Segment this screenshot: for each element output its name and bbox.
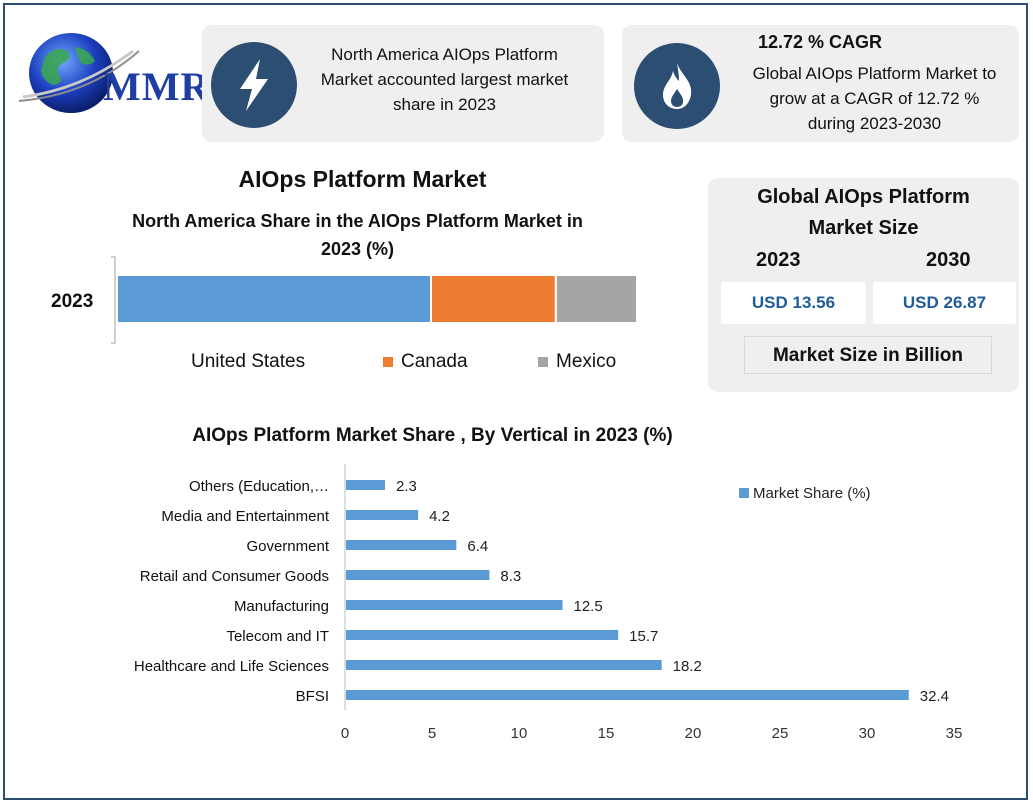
x-tick-label: 10 (511, 725, 528, 742)
cagr-heading: 12.72 % CAGR (758, 32, 883, 52)
legend-mexico: Mexico (538, 351, 616, 373)
stacked-chart-subtitle: North America Share in the AIOps Platfor… (132, 211, 583, 259)
category-label: Healthcare and Life Sciences (134, 658, 329, 675)
category-label: Government (246, 538, 329, 555)
x-tick-label: 5 (428, 725, 436, 742)
category-label: BFSI (296, 688, 329, 705)
flame-icon (634, 43, 720, 129)
legend-swatch-united-states (177, 357, 183, 367)
x-tick-label: 15 (598, 725, 615, 742)
market-share-bar (346, 690, 909, 700)
category-label: Media and Entertainment (161, 508, 329, 525)
north-america-card: North America AIOps Platform Market acco… (202, 25, 604, 142)
stacked-category-label: 2023 (51, 291, 93, 312)
lightning-icon (211, 42, 297, 128)
category-label: Retail and Consumer Goods (140, 568, 329, 585)
value-2030: USD 26.87 (873, 282, 1016, 324)
category-label: Others (Education,… (189, 478, 329, 495)
cagr-card: 12.72 % CAGR Global AIOps Platform Marke… (622, 25, 1019, 142)
stacked-axis-line (111, 256, 116, 344)
legend-swatch-canada (383, 357, 393, 367)
x-tick-label: 30 (859, 725, 876, 742)
north-america-card-text: North America AIOps Platform Market acco… (320, 45, 569, 114)
infographic-frame: MMR North America AIOps Platform Market … (3, 3, 1028, 800)
logo: MMR (15, 27, 215, 117)
market-share-bar (346, 540, 457, 550)
legend-market-share: Market Share (%) (753, 485, 871, 502)
market-share-bar (346, 600, 563, 610)
vertical-chart-title: AIOps Platform Market Share , By Vertica… (192, 425, 673, 446)
legend-united-states: United States (177, 351, 305, 373)
market-size-panel: Global AIOps Platform Market Size 2023 2… (708, 178, 1019, 392)
logo-text: MMR (103, 64, 211, 109)
chart-main-title: AIOps Platform Market (238, 166, 487, 192)
stacked-bar-chart: 2023 (51, 256, 638, 344)
data-label: 15.7 (629, 628, 658, 645)
x-tick-label: 35 (946, 725, 963, 742)
x-tick-label: 25 (772, 725, 789, 742)
market-share-bar (346, 630, 619, 640)
market-share-bar (346, 570, 490, 580)
category-label: Telecom and IT (226, 628, 329, 645)
value-2023: USD 13.56 (721, 282, 866, 324)
legend-swatch-market-share (739, 488, 749, 498)
legend-canada: Canada (383, 351, 468, 373)
data-label: 18.2 (673, 658, 702, 675)
market-share-bar (346, 660, 662, 670)
stacked-bar-united-states (116, 274, 433, 324)
x-tick-label: 0 (341, 725, 349, 742)
data-label: 12.5 (574, 598, 603, 615)
data-label: 8.3 (500, 568, 521, 585)
market-share-bar (346, 480, 386, 490)
year-2030-label: 2030 (926, 249, 971, 271)
data-label: 6.4 (467, 538, 488, 555)
category-label: Manufacturing (234, 598, 329, 615)
data-label: 4.2 (429, 508, 450, 525)
stacked-bar-mexico (554, 274, 638, 324)
vertical-bar-chart: Others (Education,… 2.3 Media and Entertai… (134, 464, 963, 742)
data-label: 32.4 (920, 688, 949, 705)
market-share-bar (346, 510, 419, 520)
data-label: 2.3 (396, 478, 417, 495)
market-size-unit-label: Market Size in Billion (744, 336, 992, 374)
year-2023-label: 2023 (756, 249, 801, 271)
x-tick-label: 20 (685, 725, 702, 742)
stacked-bar-canada (430, 274, 557, 324)
legend-swatch-mexico (538, 357, 548, 367)
market-size-title: Global AIOps Platform Market Size (757, 186, 970, 239)
globe-icon (18, 33, 140, 113)
cagr-card-text: Global AIOps Platform Market to grow at … (752, 64, 997, 133)
